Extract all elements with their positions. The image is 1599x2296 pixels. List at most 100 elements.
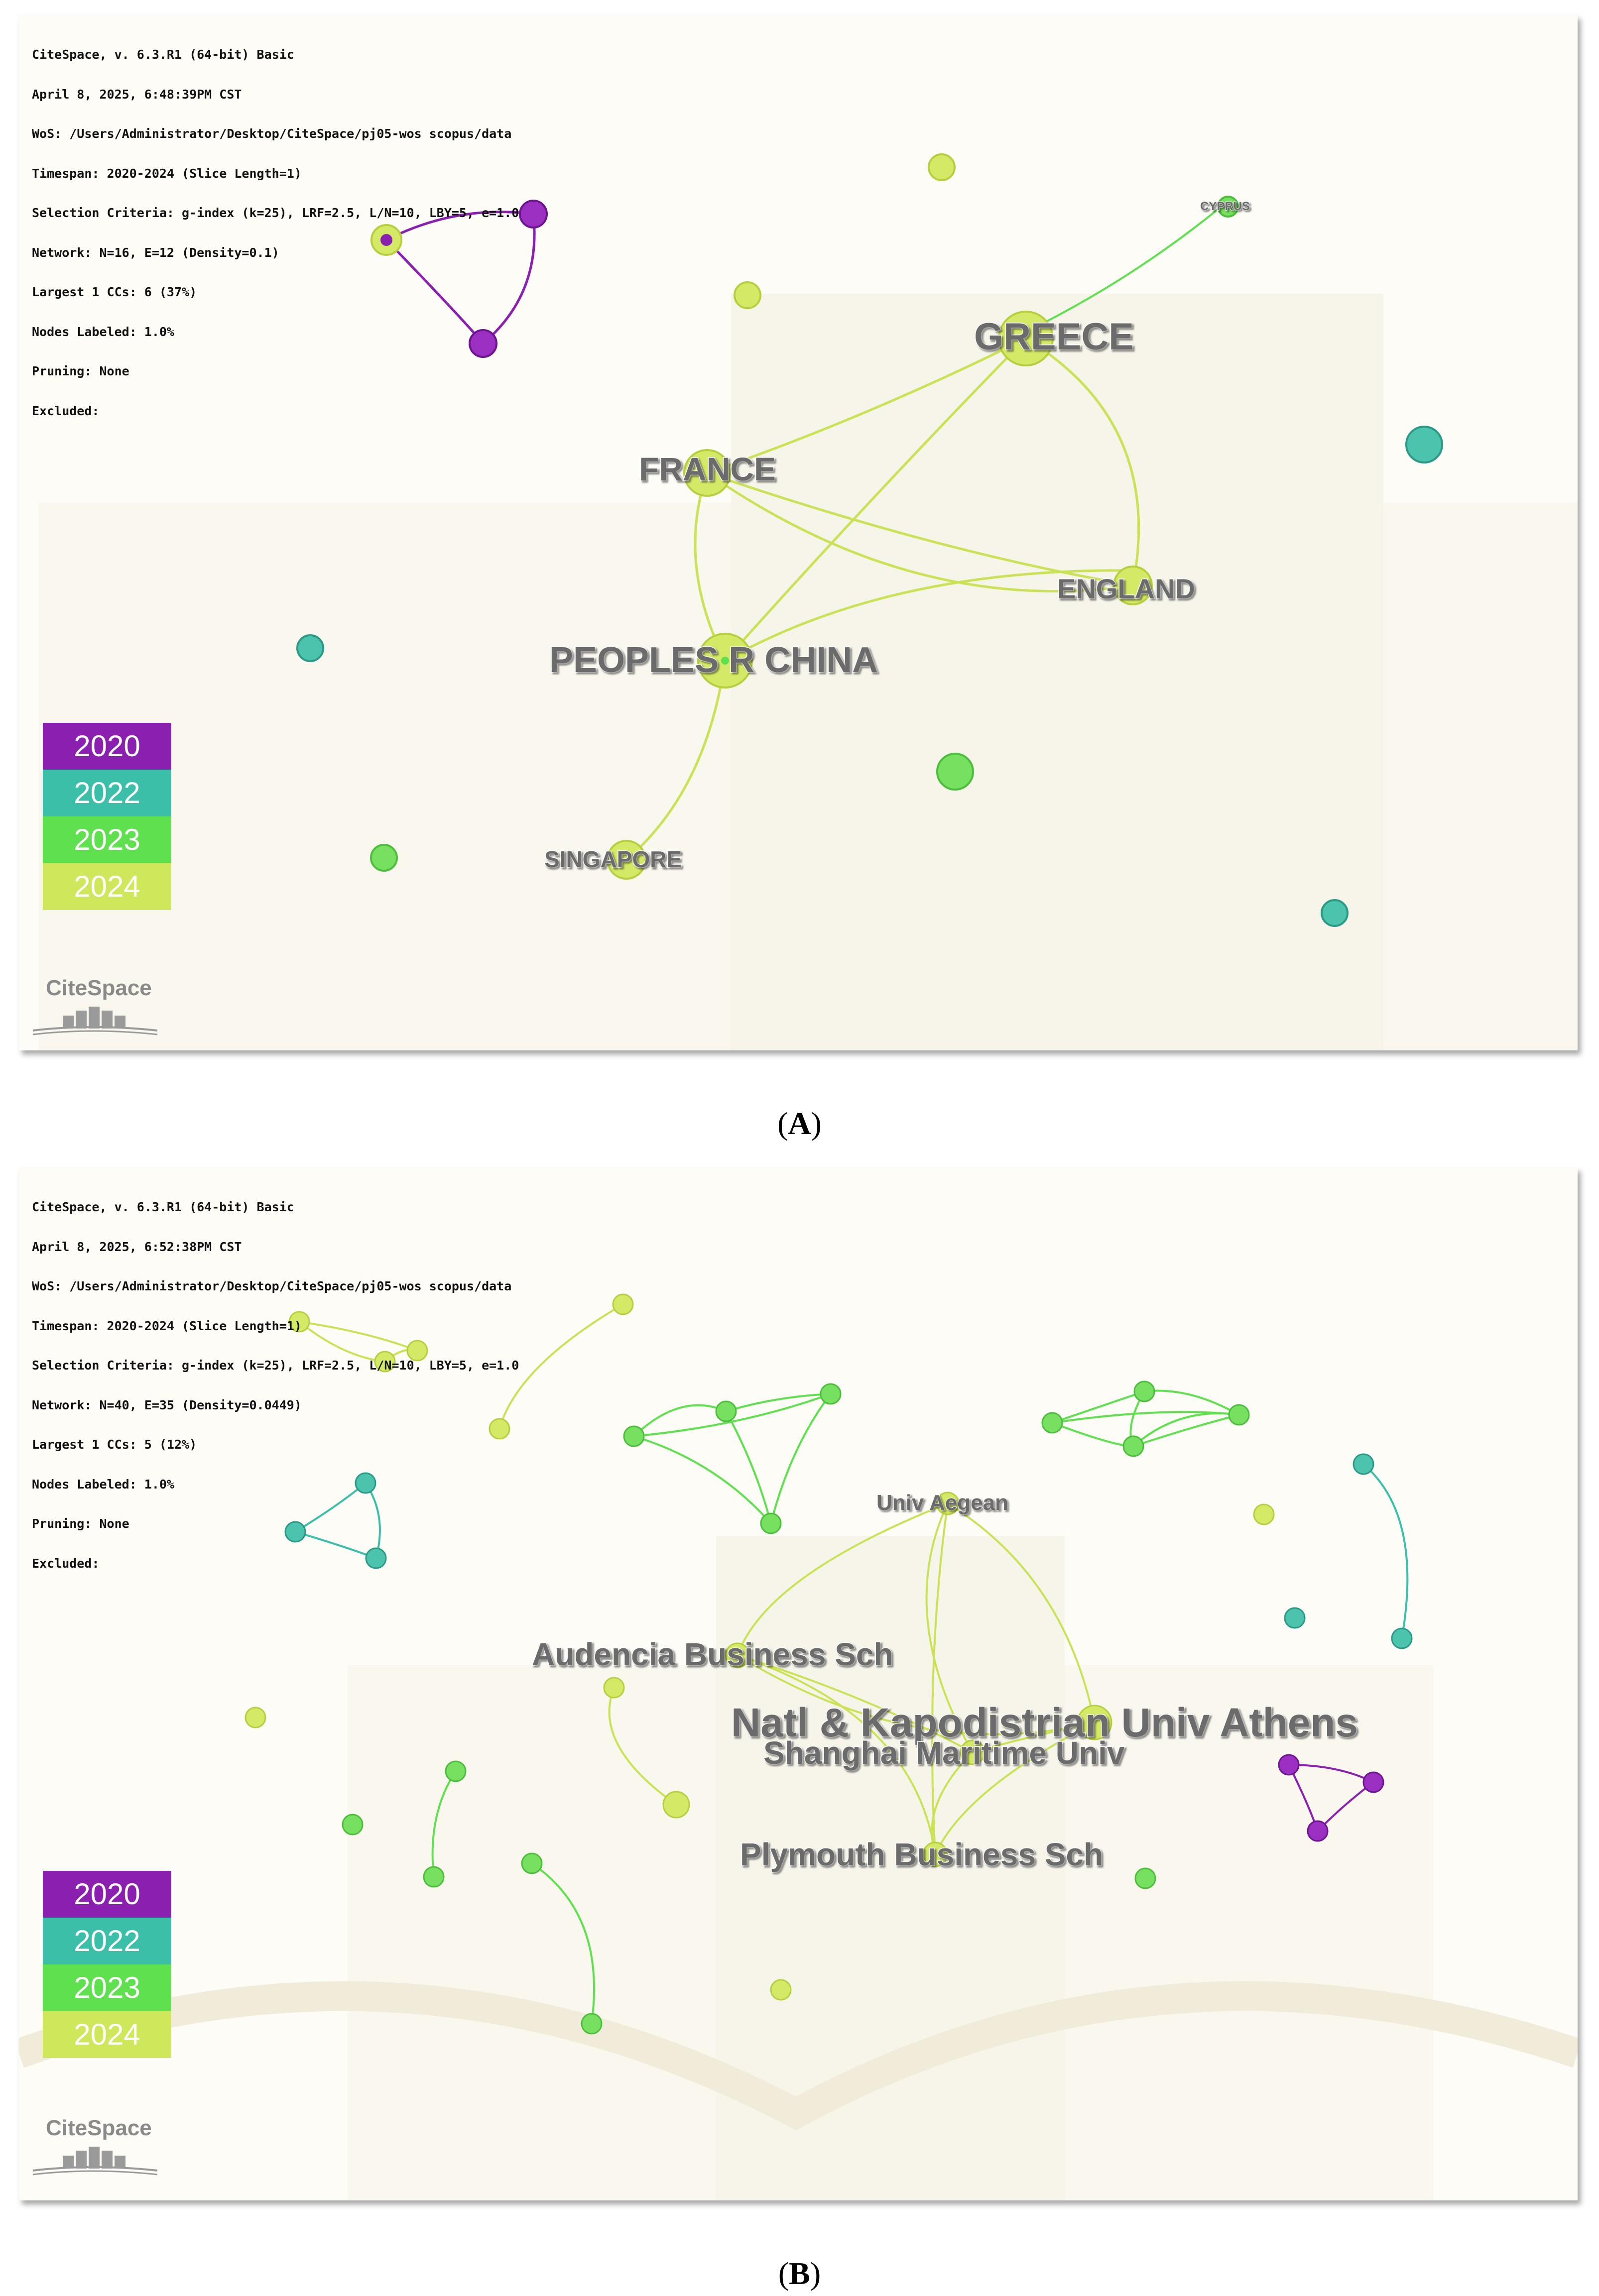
- node-2022[interactable]: [284, 1521, 306, 1543]
- caption-a: (A): [777, 1106, 822, 1141]
- edge-aegean-shanghai: [925, 1503, 974, 1753]
- node-2024[interactable]: [770, 1979, 792, 2001]
- edge-green: [770, 1393, 832, 1524]
- node-univ-aegean[interactable]: [936, 1492, 960, 1515]
- node-cyprus[interactable]: [1217, 196, 1239, 218]
- node-2022[interactable]: [1405, 426, 1443, 463]
- node-2023[interactable]: [760, 1512, 782, 1534]
- info-line: WoS: /Users/Administrator/Desktop/CiteSp…: [32, 126, 512, 141]
- legend-2024: 2024: [43, 2011, 171, 2058]
- edge-audencia-shanghai: [737, 1654, 973, 1753]
- node-2023[interactable]: [423, 1866, 445, 1888]
- edge-green: [1052, 1390, 1145, 1424]
- background-block: [1383, 503, 1578, 1050]
- node-2023[interactable]: [581, 2013, 603, 2035]
- edge-green: [726, 1393, 831, 1412]
- citespace-logo: CiteSpace: [28, 976, 167, 1040]
- background-block: [731, 294, 1383, 1050]
- node-2022[interactable]: [1353, 1453, 1374, 1475]
- node-2024[interactable]: [603, 1677, 625, 1699]
- node-2024[interactable]: [928, 153, 956, 181]
- node-2023[interactable]: [1133, 1380, 1155, 1402]
- year-legend: 2020 2022 2023 2024: [43, 723, 171, 910]
- info-line: Network: N=16, E=12 (Density=0.1): [32, 245, 279, 260]
- edge-green: [1132, 1412, 1239, 1447]
- node-2023[interactable]: [445, 1760, 467, 1782]
- node-2022[interactable]: [1391, 1627, 1413, 1649]
- node-2023[interactable]: [370, 844, 398, 872]
- network-graph-a: GREECE FRANCE ENGLAND PEOPLES R CHINA SI…: [39, 153, 1578, 1050]
- node-natl-kapodistrian-univ-athens[interactable]: [1077, 1705, 1112, 1740]
- node-singapore[interactable]: [607, 840, 646, 880]
- legend-2024: 2024: [43, 863, 171, 910]
- node-2024[interactable]: [662, 1791, 690, 1819]
- year-legend: 2020 2022 2023 2024: [43, 1871, 171, 2058]
- node-greece[interactable]: [998, 311, 1054, 366]
- edge-france-england: [707, 471, 1133, 587]
- node-shanghai-maritime-univ[interactable]: [960, 1739, 985, 1765]
- node-2024[interactable]: [612, 1293, 634, 1315]
- edge-small: [498, 1303, 624, 1429]
- info-line: Nodes Labeled: 1.0%: [32, 1477, 174, 1492]
- node-2023[interactable]: [715, 1400, 737, 1422]
- node-2023[interactable]: [521, 1852, 543, 1874]
- edge-green: [431, 1770, 457, 1877]
- node-2023[interactable]: [936, 753, 974, 791]
- node-2020[interactable]: [1362, 1771, 1384, 1793]
- node-2023[interactable]: [1122, 1435, 1144, 1457]
- node-england[interactable]: [1113, 566, 1153, 605]
- node-2023[interactable]: [1041, 1412, 1063, 1434]
- edge-aegean-plymouth: [931, 1503, 949, 1855]
- node-2023[interactable]: [342, 1814, 364, 1836]
- node-core: [380, 234, 392, 246]
- info-line: Excluded:: [32, 403, 100, 418]
- edge-green: [633, 1435, 772, 1524]
- citespace-logo: CiteSpace: [28, 2116, 167, 2181]
- background-block: [348, 1665, 716, 2200]
- node-2020[interactable]: [469, 329, 497, 358]
- node-2020[interactable]: [519, 200, 548, 229]
- legend-2023: 2023: [43, 1964, 171, 2011]
- node-2020[interactable]: [1278, 1754, 1300, 1776]
- edge-athens-plymouth: [934, 1722, 1095, 1855]
- node-2024[interactable]: [245, 1707, 266, 1728]
- node-2024[interactable]: [1253, 1503, 1275, 1525]
- node-2024[interactable]: [489, 1418, 510, 1440]
- node-2024[interactable]: [734, 281, 761, 309]
- label-greece: GREECE: [974, 316, 1134, 358]
- node-audencia-business-sch[interactable]: [725, 1642, 750, 1668]
- node-2020[interactable]: [1307, 1820, 1329, 1842]
- info-line: Selection Criteria: g-index (k=25), LRF=…: [32, 1358, 519, 1373]
- edge-france-china: [694, 472, 727, 662]
- node-2024[interactable]: [288, 1311, 310, 1333]
- node-plymouth-business-sch[interactable]: [922, 1841, 948, 1867]
- edge-greece-china: [724, 338, 1027, 662]
- node-2022[interactable]: [296, 634, 324, 662]
- logo-graphic: [32, 2147, 158, 2176]
- node-2022[interactable]: [355, 1472, 376, 1494]
- edge-green: [531, 1862, 595, 2024]
- node-france[interactable]: [683, 449, 731, 497]
- legend-2023: 2023: [43, 816, 171, 863]
- node-2023[interactable]: [1228, 1404, 1250, 1426]
- node-2023[interactable]: [820, 1383, 842, 1405]
- info-line: CiteSpace, v. 6.3.R1 (64-bit) Basic: [32, 47, 294, 62]
- label-shanghai-maritime-univ: Shanghai Maritime Univ: [763, 1735, 1125, 1771]
- edge-shanghai-plymouth: [931, 1751, 974, 1855]
- legend-2020: 2020: [43, 1871, 171, 1918]
- node-2022[interactable]: [1284, 1607, 1306, 1629]
- node-2023[interactable]: [1134, 1867, 1156, 1889]
- node-2023[interactable]: [623, 1425, 645, 1447]
- logo-text: CiteSpace: [46, 2116, 152, 2140]
- node-2022[interactable]: [365, 1547, 387, 1569]
- edge-green: [633, 1393, 831, 1437]
- node-2022[interactable]: [1321, 899, 1349, 927]
- caption-b-letter: B: [789, 2256, 810, 2291]
- edge-green: [1052, 1422, 1134, 1447]
- node-2024[interactable]: [406, 1340, 428, 1362]
- network-info: CiteSpace, v. 6.3.R1 (64-bit) Basic Apri…: [32, 1174, 519, 1597]
- edge-small: [608, 1687, 677, 1806]
- label-audencia-business-sch: Audencia Business Sch: [532, 1636, 893, 1672]
- info-line: Largest 1 CCs: 5 (12%): [32, 1437, 197, 1452]
- node-2024[interactable]: [374, 1351, 396, 1373]
